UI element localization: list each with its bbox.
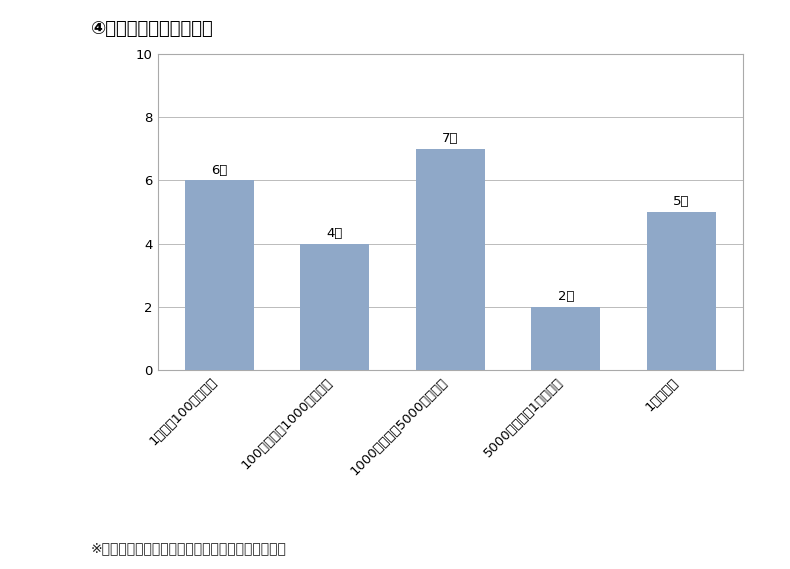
Text: ※附帯請求及び訴訟費用に関する金額は含まない。: ※附帯請求及び訴訟費用に関する金額は含まない。 (91, 541, 287, 555)
Text: ④判決で認容された金額: ④判決で認容された金額 (91, 20, 213, 38)
Bar (531, 307, 600, 370)
Text: 4件: 4件 (326, 226, 343, 240)
Text: 6件: 6件 (211, 163, 228, 176)
Bar (185, 180, 254, 370)
Text: 5件: 5件 (673, 195, 690, 208)
Text: 7件: 7件 (442, 132, 458, 145)
Bar (647, 212, 716, 370)
Bar (416, 149, 485, 370)
Text: 2件: 2件 (558, 290, 574, 303)
Bar (300, 244, 370, 370)
